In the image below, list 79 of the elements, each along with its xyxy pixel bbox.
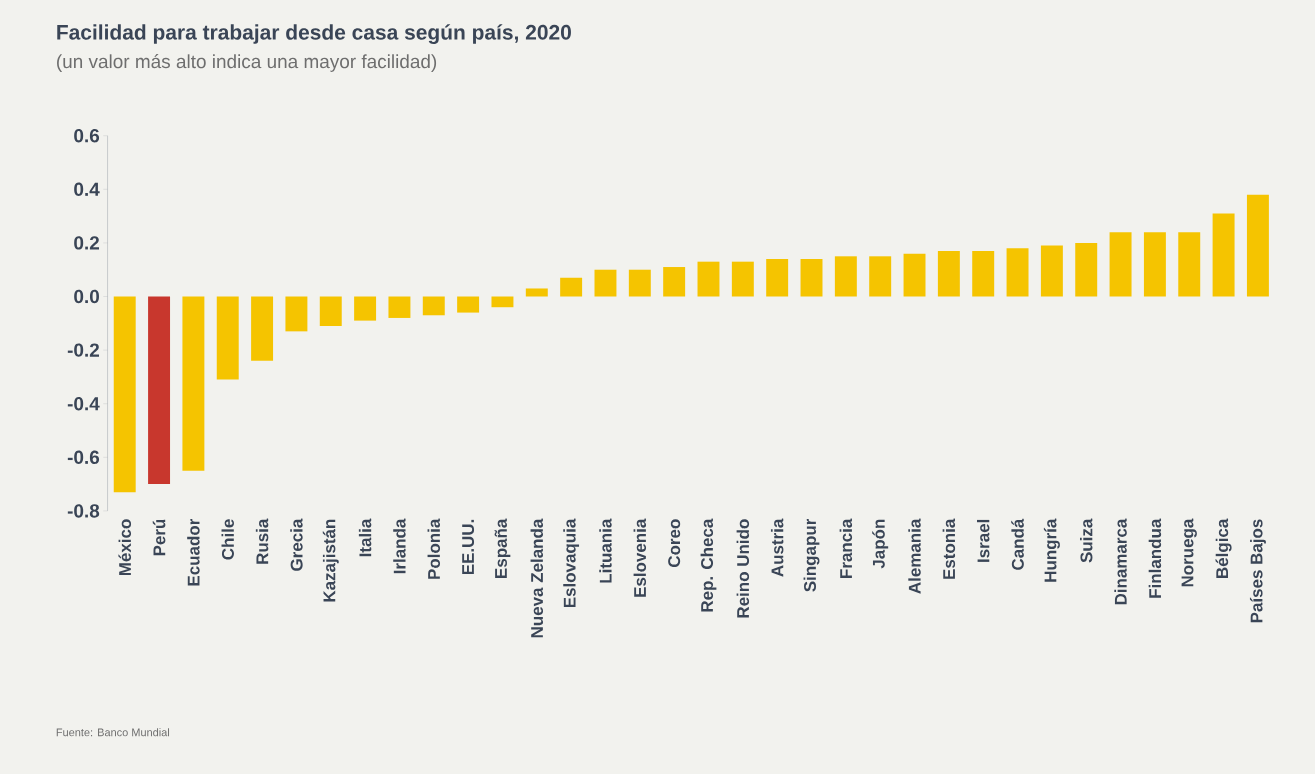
bar — [1178, 232, 1201, 297]
bar — [766, 258, 789, 297]
x-tick-label: México — [118, 519, 132, 575]
bar — [937, 250, 960, 297]
x-tick-label: Bélgica — [1215, 518, 1232, 578]
x-tick-label: Italia — [358, 518, 372, 557]
bar — [113, 296, 136, 492]
bar — [1040, 245, 1063, 297]
x-tick-label: Eslovaquia — [563, 518, 580, 607]
y-tick-label: 0.2 — [74, 236, 100, 250]
x-tick-label: Eslovenia — [633, 518, 647, 597]
x-tick-label: Kazajistán — [322, 519, 339, 602]
x-tick-label: España — [494, 518, 511, 578]
bar — [972, 250, 995, 297]
x-tick-label: Rusia — [255, 518, 269, 564]
bar — [697, 261, 720, 297]
y-tick-label: 0.4 — [74, 182, 100, 196]
chart-subtitle: (un valor más alto indica una mayor facilidad) — [57, 53, 437, 72]
x-tick-label: Dinamarca — [1114, 518, 1127, 605]
bar — [869, 256, 892, 297]
bar — [285, 296, 308, 332]
bar — [594, 269, 617, 297]
x-tick-label: Lituania — [599, 518, 612, 583]
y-tick-label: -0.6 — [67, 450, 100, 464]
y-tick-label: -0.4 — [67, 396, 100, 411]
bar — [182, 296, 205, 471]
bar — [628, 269, 651, 297]
bar — [903, 253, 926, 297]
source-note: Fuente: Banco Mundial — [56, 728, 170, 737]
x-tick-label: Reino Unido — [736, 519, 750, 618]
x-tick-label: Ecuador — [187, 518, 200, 586]
bar — [1075, 242, 1098, 297]
x-tick-label: Grecia — [290, 518, 303, 571]
y-tick-label: -0.8 — [67, 504, 100, 518]
bar — [1143, 232, 1166, 297]
chart-title: Facilidad para trabajar desde casa según país, 2020 — [57, 23, 571, 44]
x-tick-label: Alemania — [908, 518, 921, 594]
bar — [388, 296, 411, 318]
bar — [525, 288, 548, 297]
x-tick-label: Israel — [976, 519, 990, 562]
bar — [422, 296, 445, 316]
bar — [663, 266, 686, 297]
x-tick-label: Noruega — [1181, 518, 1197, 587]
x-tick-label: Países Bajos — [1249, 519, 1266, 623]
bar — [731, 261, 754, 297]
bar — [457, 296, 480, 313]
bar — [354, 296, 377, 321]
bar — [560, 277, 583, 297]
x-tick-label: Singapur — [803, 518, 820, 592]
x-tick-label: Chile — [221, 519, 234, 560]
x-tick-label: Austria — [770, 518, 784, 577]
x-tick-label: Estonia — [942, 518, 956, 579]
bar — [251, 296, 274, 361]
bar — [491, 296, 514, 308]
bar — [1246, 194, 1269, 297]
x-tick-label: Perú — [152, 519, 166, 556]
y-tick-label: 0.6 — [74, 128, 100, 143]
y-tick-label: -0.2 — [67, 343, 99, 357]
bar — [1006, 248, 1029, 297]
x-tick-label: Polonia — [427, 518, 441, 579]
bar — [319, 296, 342, 326]
x-tick-label: Nueva Zelanda — [530, 518, 544, 638]
x-tick-label: Finlandua — [1148, 518, 1162, 598]
bar — [834, 256, 857, 297]
x-tick-label: EE.UU. — [462, 519, 475, 574]
y-tick-label: 0.0 — [74, 289, 99, 304]
x-tick-label: Irlanda — [393, 518, 406, 574]
x-tick-label: Rep. Checa — [700, 518, 717, 612]
bar — [148, 296, 171, 484]
bar — [1109, 232, 1132, 297]
x-tick-label: Francia — [839, 518, 853, 578]
x-tick-label: Japón — [872, 519, 889, 569]
x-tick-label: Hungría — [1043, 518, 1060, 582]
x-tick-label: Suiza — [1080, 518, 1093, 563]
bar — [800, 258, 823, 297]
x-tick-label: Candá — [1011, 518, 1024, 570]
x-tick-label: Coreo — [668, 519, 681, 567]
bar — [1212, 213, 1235, 297]
bar — [216, 296, 239, 380]
